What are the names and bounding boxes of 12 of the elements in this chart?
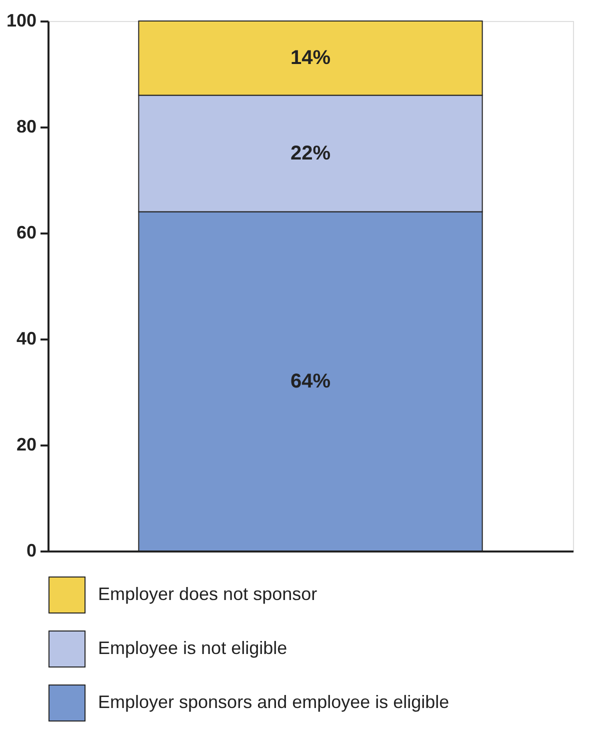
y-tick-label: 0 (26, 540, 36, 560)
y-tick-label: 40 (16, 328, 36, 348)
data-label: 22% (290, 142, 331, 164)
y-tick-label: 100 (6, 10, 36, 30)
y-tick-label: 80 (16, 116, 36, 136)
y-tick-label: 20 (16, 434, 36, 454)
legend-label: Employer does not sponsor (98, 584, 318, 604)
data-label: 14% (290, 47, 331, 70)
y-tick-label: 60 (16, 222, 36, 242)
legend-label: Employee is not eligible (98, 638, 288, 658)
data-label: 64% (290, 370, 331, 392)
legend-label: Employer sponsors and employee is eligible (98, 692, 450, 712)
